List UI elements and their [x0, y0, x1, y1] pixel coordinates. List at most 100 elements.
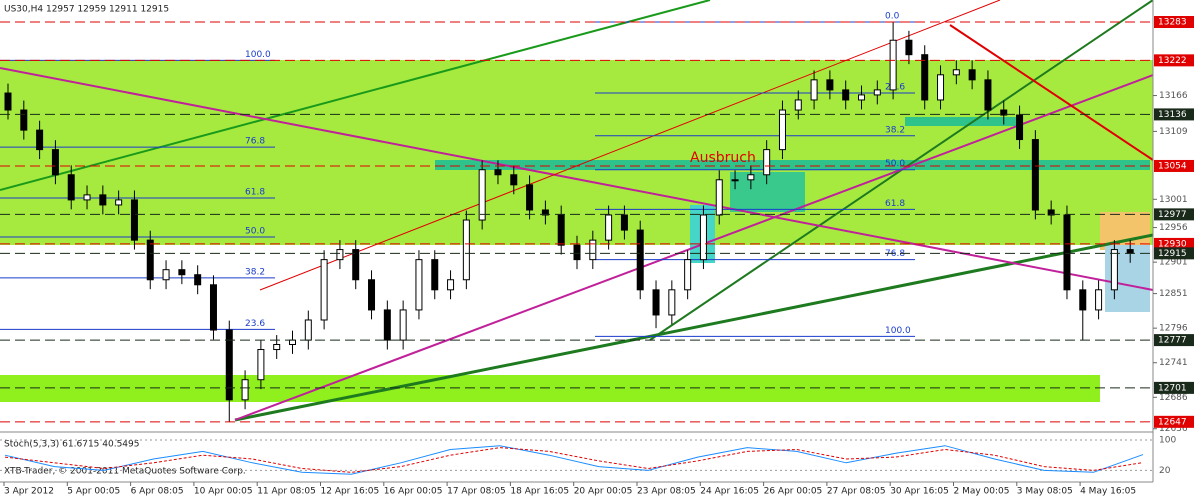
- x-tick-label: 3 May 08:05: [1017, 487, 1073, 497]
- candle-body: [889, 39, 897, 91]
- x-tick-label: 16 Apr 00:05: [384, 487, 443, 497]
- x-tick-label: 27 Apr 08:05: [827, 487, 886, 497]
- candle-body: [130, 199, 138, 241]
- level-label: 12647: [1158, 417, 1187, 427]
- candle-body: [1110, 249, 1118, 291]
- candle-body: [921, 54, 929, 101]
- y-tick-label: 13001: [1159, 195, 1188, 205]
- fib-label: 76.8: [885, 249, 905, 259]
- fib-label: 61.8: [885, 199, 905, 209]
- annotation: Ausbruch: [690, 150, 756, 166]
- level-label: 12777: [1158, 336, 1187, 346]
- zone: [0, 60, 1153, 245]
- candle-body: [605, 214, 613, 241]
- level-label: 13054: [1158, 161, 1187, 171]
- candle-body: [573, 244, 581, 261]
- x-tick-label: 6 Apr 08:05: [131, 487, 184, 497]
- candle-body: [83, 194, 91, 201]
- candle-body: [937, 74, 945, 101]
- candle-body: [194, 274, 202, 286]
- candle-body: [320, 259, 328, 321]
- candle-body: [715, 179, 723, 216]
- x-tick-label: 23 Apr 08:05: [637, 487, 696, 497]
- x-tick-label: 26 Apr 00:05: [764, 487, 823, 497]
- candle-body: [858, 94, 865, 101]
- level-tag: [1154, 208, 1194, 221]
- candle-body: [778, 109, 786, 151]
- stoch-line: [4, 447, 1144, 473]
- candle-body: [668, 289, 676, 316]
- candle-body: [447, 279, 455, 291]
- x-tick-label: 18 Apr 16:05: [510, 487, 569, 497]
- y-tick-label: 12636: [1159, 424, 1188, 434]
- zone: [435, 160, 1150, 170]
- candle-body: [636, 229, 644, 291]
- candle-body: [826, 79, 834, 91]
- x-tick-label: 24 Apr 16:05: [700, 487, 759, 497]
- level-tag: [1154, 159, 1194, 172]
- candle-body: [273, 344, 281, 351]
- candle-body: [162, 269, 170, 281]
- candle-body: [731, 179, 739, 182]
- candle-body: [67, 174, 75, 201]
- x-tick-label: 30 Apr 16:05: [890, 487, 949, 497]
- level-tag: [1154, 237, 1194, 250]
- level-tag: [1154, 381, 1194, 394]
- candle-body: [494, 169, 502, 176]
- x-tick-label: 20 Apr 00:05: [574, 487, 633, 497]
- candle-body: [383, 309, 391, 341]
- y-tick-label: 100: [1159, 436, 1176, 446]
- level-label: 12977: [1158, 210, 1187, 220]
- candle-body: [352, 249, 360, 281]
- candle-body: [4, 92, 12, 111]
- level-label: 13222: [1158, 56, 1187, 66]
- candle-body: [1095, 289, 1103, 311]
- candle-body: [1000, 109, 1008, 116]
- level-tag: [1154, 16, 1194, 29]
- fib-label: 0.0: [885, 12, 900, 22]
- zone: [730, 172, 805, 212]
- candle-body: [1047, 209, 1055, 216]
- candle-body: [209, 284, 217, 331]
- fib-label: 50.0: [245, 227, 265, 237]
- fib-label: 38.2: [885, 125, 905, 135]
- level-tag: [1154, 334, 1194, 347]
- level-tag: [1154, 415, 1194, 428]
- candle-body: [873, 89, 881, 96]
- candle-body: [146, 239, 154, 281]
- candle-body: [115, 199, 123, 206]
- fib-label: 61.8: [245, 188, 265, 198]
- level-tag: [1154, 247, 1194, 260]
- candle-body: [462, 219, 470, 281]
- candle-body: [1063, 214, 1071, 291]
- candle-body: [1016, 114, 1024, 141]
- y-tick-label: 20: [1159, 466, 1171, 476]
- candle-body: [984, 79, 992, 111]
- level-label: 12915: [1158, 249, 1187, 259]
- x-tick-label: 5 Apr 00:05: [67, 487, 120, 497]
- candle-body: [368, 279, 376, 311]
- y-tick-label: 13166: [1159, 91, 1188, 101]
- x-tick-label: 2 May 00:05: [954, 487, 1010, 497]
- level-tag: [1154, 54, 1194, 67]
- y-tick-label: 13109: [1159, 127, 1188, 137]
- zone: [0, 375, 1100, 402]
- x-tick-label: 3 Apr 2012: [4, 487, 54, 497]
- fib-label: 76.8: [245, 137, 265, 147]
- y-tick-label: 12851: [1159, 289, 1188, 299]
- candle-body: [1079, 289, 1087, 311]
- candle-body: [36, 129, 44, 151]
- candle-body: [1031, 139, 1039, 211]
- candle-body: [510, 174, 518, 186]
- candle-body: [747, 174, 755, 181]
- fib-label: 100.0: [885, 326, 911, 336]
- candle-body: [478, 169, 486, 221]
- candle-body: [225, 329, 233, 401]
- chart-title: US30,H4 12957 12959 12911 12915: [4, 5, 169, 15]
- x-tick-label: 12 Apr 16:05: [321, 487, 380, 497]
- candle-body: [178, 269, 186, 276]
- candle-body: [684, 259, 692, 291]
- footer: XTB-Trader, © 2001-2011 MetaQuotes Softw…: [4, 467, 246, 477]
- fib-label: 23.6: [245, 319, 265, 329]
- fib-label: 100.0: [245, 50, 271, 60]
